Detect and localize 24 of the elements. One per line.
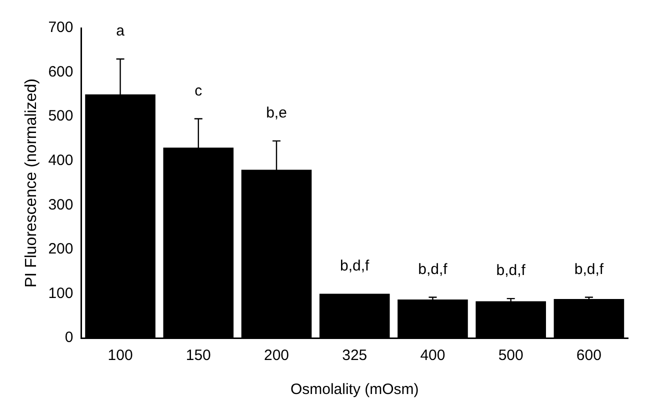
y-tick-label: 600: [48, 63, 74, 80]
y-tick-label: 500: [48, 108, 74, 125]
x-tick-label: 200: [264, 347, 290, 364]
annotation: b,e: [266, 104, 287, 122]
x-tick-label: 400: [420, 347, 446, 364]
annotation: b,d,f: [574, 260, 604, 278]
x-axis-title: Osmolality (mOsm): [290, 381, 419, 398]
x-tick-label: 100: [108, 347, 133, 364]
annotation: b,d,f: [418, 260, 448, 278]
annotation: b,d,f: [340, 257, 370, 274]
annotation: a: [116, 22, 126, 40]
y-tick-label: 300: [48, 196, 74, 214]
y-tick-label: 100: [48, 284, 74, 302]
y-tick-label: 200: [48, 240, 74, 258]
x-tick-label: 325: [342, 347, 368, 364]
x-tick-label: 500: [498, 347, 524, 364]
y-tick-label: 400: [48, 152, 74, 169]
x-tick-label: 600: [576, 347, 602, 364]
annotation: b,d,f: [496, 262, 526, 280]
annotation: c: [194, 82, 203, 100]
y-tick-label: 0: [64, 329, 74, 346]
y-axis-title: PI Fluorescence (normalized): [23, 78, 40, 288]
y-tick-label: 700: [48, 19, 74, 36]
x-tick-label: 150: [186, 347, 211, 364]
